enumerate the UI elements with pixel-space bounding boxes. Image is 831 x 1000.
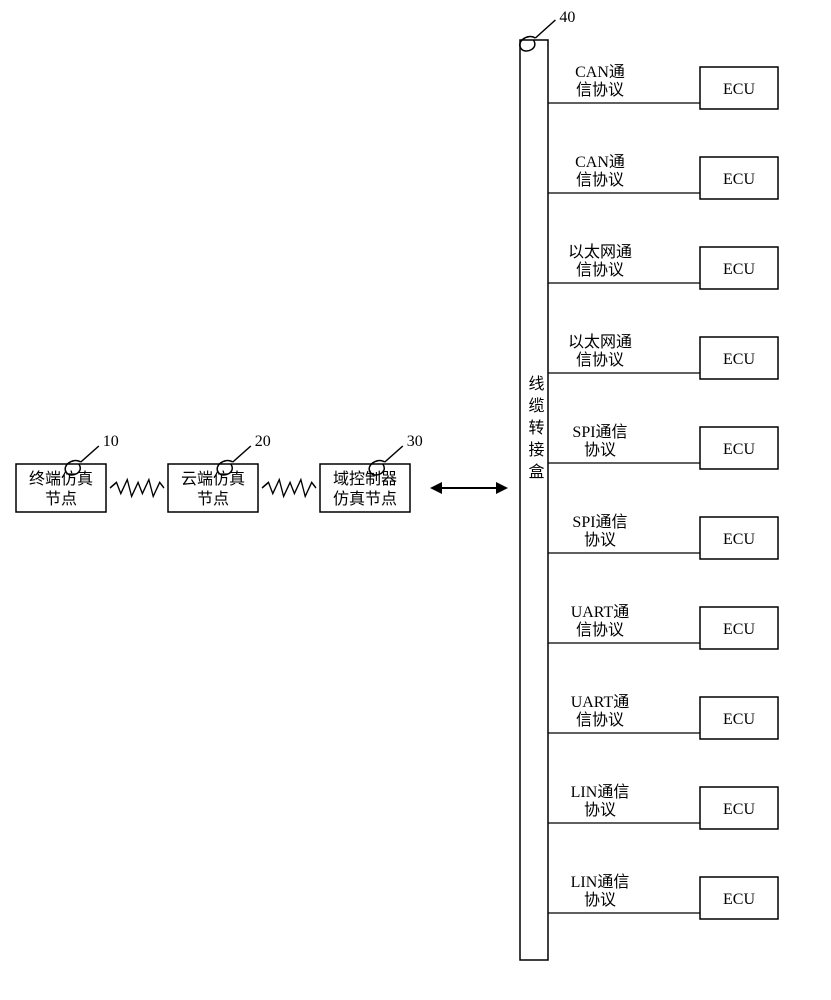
ecu-8-protocol-l2: 协议 xyxy=(584,801,616,819)
ecu-5-label: ECU xyxy=(723,531,755,548)
wireless-link-0 xyxy=(110,480,164,497)
ecu-5-protocol-l2: 协议 xyxy=(584,531,616,549)
ecu-1-protocol-l2: 信协议 xyxy=(576,171,624,189)
ecu-7-protocol-l1: UART通 xyxy=(571,693,630,711)
cloud-sim-label-l2: 节点 xyxy=(197,490,229,508)
ecu-2-protocol-l2: 信协议 xyxy=(576,261,624,279)
double-arrow-head-left xyxy=(430,482,442,494)
ecu-3-label: ECU xyxy=(723,351,755,368)
ecu-6-protocol-l1: UART通 xyxy=(571,603,630,621)
ecu-2-protocol-l1: 以太网通 xyxy=(568,243,632,261)
domain-sim-ref: 30 xyxy=(407,433,423,450)
ecu-6-protocol-l2: 信协议 xyxy=(576,621,624,639)
ecu-4-protocol-l2: 协议 xyxy=(584,441,616,459)
ecu-4-label: ECU xyxy=(723,441,755,458)
wireless-link-1 xyxy=(262,480,316,497)
terminal-sim-label-l2: 节点 xyxy=(45,490,77,508)
ecu-4-protocol-l1: SPI通信 xyxy=(572,423,627,441)
double-arrow-head-right xyxy=(496,482,508,494)
ecu-6-label: ECU xyxy=(723,621,755,638)
ecu-8-protocol-l1: LIN通信 xyxy=(571,783,630,801)
ecu-7-protocol-l2: 信协议 xyxy=(576,711,624,729)
domain-sim-label-l1: 域控制器 xyxy=(333,470,397,488)
terminal-sim-label-l1: 终端仿真 xyxy=(29,470,93,488)
cable-adapter-label: 线缆转接盒 xyxy=(526,375,545,485)
ecu-8-label: ECU xyxy=(723,801,755,818)
cloud-sim-label-l1: 云端仿真 xyxy=(181,470,245,488)
ecu-2-label: ECU xyxy=(723,261,755,278)
ecu-9-protocol-l1: LIN通信 xyxy=(571,873,630,891)
ecu-1-protocol-l1: CAN通 xyxy=(575,153,625,171)
cable-adapter-ref: 40 xyxy=(559,9,575,26)
cloud-sim-ref: 20 xyxy=(255,433,271,450)
ecu-3-protocol-l1: 以太网通 xyxy=(568,333,632,351)
ecu-7-label: ECU xyxy=(723,711,755,728)
ecu-3-protocol-l2: 信协议 xyxy=(576,351,624,369)
cable-adapter-box xyxy=(520,40,548,960)
terminal-sim-ref: 10 xyxy=(103,433,119,450)
ecu-9-protocol-l2: 协议 xyxy=(584,891,616,909)
domain-sim-label-l2: 仿真节点 xyxy=(333,490,397,508)
ecu-0-protocol-l1: CAN通 xyxy=(575,63,625,81)
ecu-9-label: ECU xyxy=(723,891,755,908)
ecu-5-protocol-l1: SPI通信 xyxy=(572,513,627,531)
ecu-0-protocol-l2: 信协议 xyxy=(576,81,624,99)
ecu-1-label: ECU xyxy=(723,171,755,188)
ecu-0-label: ECU xyxy=(723,81,755,98)
